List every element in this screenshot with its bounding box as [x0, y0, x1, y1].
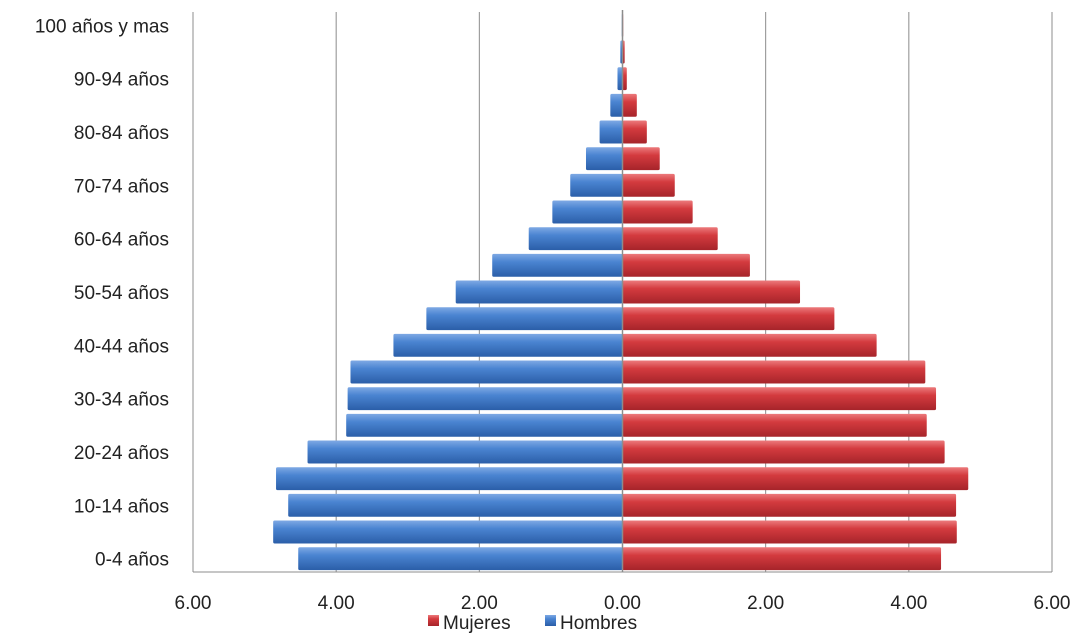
- bar-hombres: [273, 520, 623, 544]
- bar-mujeres: [622, 387, 937, 411]
- x-tick-label: 6.00: [175, 593, 212, 614]
- bar-hombres: [393, 333, 623, 357]
- x-tick-label: 2.00: [461, 593, 498, 614]
- legend-swatch-hombres: [545, 615, 556, 626]
- legend-label-mujeres: Mujeres: [443, 613, 511, 634]
- category-label: 60-64 años: [74, 230, 169, 251]
- bar-hombres: [426, 307, 623, 331]
- legend-label-hombres: Hombres: [560, 613, 637, 634]
- category-label: 30-34 años: [74, 390, 169, 411]
- legend-swatch-mujeres: [428, 615, 439, 626]
- bar-hombres: [350, 360, 623, 384]
- category-label: 70-74 años: [74, 176, 169, 197]
- category-labels: 0-4 años 10-14 años 20-24 años 30-34 años 40…: [35, 16, 169, 570]
- bar-hombres: [307, 440, 623, 464]
- bar-hombres: [298, 547, 623, 571]
- bar-hombres: [492, 253, 623, 277]
- bar-mujeres: [622, 307, 835, 331]
- category-label: 80-84 años: [74, 123, 169, 144]
- bar-mujeres: [622, 67, 627, 91]
- x-tick-label: 4.00: [890, 593, 927, 614]
- bar-hombres: [347, 387, 623, 411]
- bar-hombres: [610, 93, 623, 117]
- bar-mujeres: [622, 253, 750, 277]
- x-tick-label: 4.00: [318, 593, 355, 614]
- bar-mujeres: [622, 413, 927, 437]
- bar-mujeres: [622, 147, 660, 171]
- bar-mujeres: [622, 493, 957, 517]
- bar-hombres: [276, 467, 623, 491]
- category-label: 90-94 años: [74, 70, 169, 91]
- bar-hombres: [599, 120, 623, 144]
- bar-hombres: [455, 280, 623, 304]
- axes: [193, 10, 1052, 573]
- category-label: 50-54 años: [74, 283, 169, 304]
- bar-hombres: [346, 413, 623, 437]
- bar-hombres: [528, 227, 623, 251]
- bar-hombres: [617, 67, 623, 91]
- category-label: 40-44 años: [74, 336, 169, 357]
- bar-hombres: [288, 493, 623, 517]
- category-label: 20-24 años: [74, 443, 169, 464]
- bar-mujeres: [622, 173, 675, 197]
- category-label: 10-14 años: [74, 496, 169, 517]
- bars: [273, 13, 969, 571]
- bar-mujeres: [622, 520, 957, 544]
- bar-hombres: [552, 200, 623, 224]
- bar-mujeres: [622, 360, 926, 384]
- bar-mujeres: [622, 227, 718, 251]
- x-tick-labels: 6.00 4.00 2.00 0.00 2.00 4.00 6.00: [175, 593, 1071, 614]
- bar-mujeres: [622, 467, 969, 491]
- category-label: 0-4 años: [95, 550, 169, 571]
- category-label: 100 años y mas: [35, 16, 169, 37]
- bar-mujeres: [622, 333, 877, 357]
- x-tick-label: 0.00: [604, 593, 641, 614]
- x-tick-label: 2.00: [747, 593, 784, 614]
- bar-mujeres: [622, 280, 801, 304]
- bar-hombres: [585, 147, 623, 171]
- bar-mujeres: [622, 440, 945, 464]
- bar-mujeres: [622, 200, 693, 224]
- bar-mujeres: [622, 547, 942, 571]
- bar-hombres: [570, 173, 623, 197]
- bar-mujeres: [622, 120, 647, 144]
- legend: Mujeres Hombres: [428, 613, 637, 634]
- x-tick-label: 6.00: [1034, 593, 1071, 614]
- bar-mujeres: [622, 93, 637, 117]
